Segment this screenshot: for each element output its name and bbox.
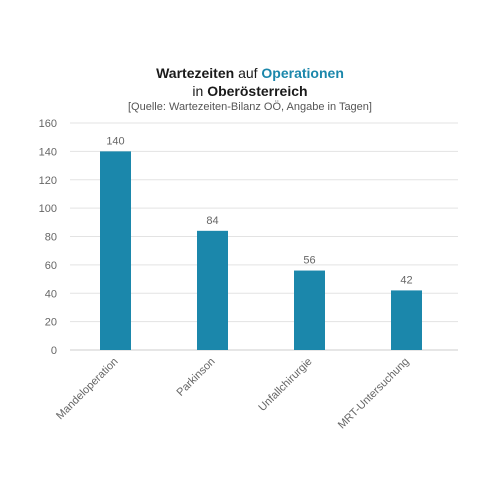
data-labels: 140 84 56 42 [106,135,412,286]
y-tick-label: 40 [45,288,57,300]
y-tick-label: 160 [39,118,57,130]
bar-mrt-untersuchung [391,290,422,350]
x-tick-label: Unfallchirurgie [256,356,314,414]
data-label: 42 [400,274,412,286]
y-tick-label: 60 [45,260,57,272]
x-tick-label: MRT-Untersuchung [336,356,412,432]
x-axis-labels: Mandeloperation Parkinson Unfallchirurgie M… [54,356,411,432]
title-in: in [192,83,204,99]
bars [100,151,422,350]
data-label: 84 [206,215,218,227]
x-tick-label: Parkinson [175,356,218,399]
bar-parkinson [197,230,228,350]
chart-title-block: Wartezeiten auf Operationen in Oberöster… [0,64,500,115]
y-tick-label: 100 [39,203,57,215]
bar-mandeloperation [100,151,131,350]
chart-source: [Quelle: Wartezeiten-Bilanz OÖ, Angabe i… [128,101,372,113]
y-tick-label: 80 [45,232,57,244]
data-label: 56 [303,255,315,267]
y-axis-ticks: 0 20 40 60 80 100 120 140 160 [39,118,57,357]
title-auf: auf [238,65,258,81]
gridlines [70,122,458,351]
data-label: 140 [106,135,124,147]
title-operationen: Operationen [261,65,344,81]
y-tick-label: 0 [51,345,57,357]
bar-unfallchirurgie [294,270,325,350]
y-tick-label: 120 [39,175,57,187]
y-tick-label: 20 [45,317,57,329]
title-wartezeiten: Wartezeiten [156,65,235,81]
title-oberoesterreich: Oberösterreich [207,83,308,99]
x-tick-label: Mandeloperation [54,356,120,422]
chart-title-line2: in Oberösterreich [0,82,500,100]
chart-title-line1: Wartezeiten auf Operationen [0,64,500,82]
y-tick-label: 140 [39,146,57,158]
